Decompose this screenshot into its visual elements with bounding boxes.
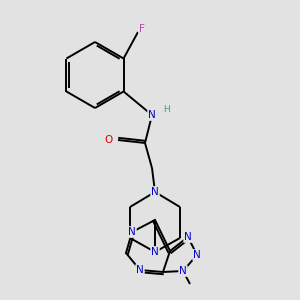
Text: H: H <box>163 104 170 113</box>
Text: N: N <box>151 187 159 197</box>
Text: F: F <box>139 24 145 34</box>
Text: O: O <box>105 135 113 145</box>
Text: N: N <box>193 250 201 260</box>
Text: N: N <box>136 265 144 275</box>
Text: N: N <box>148 110 156 120</box>
Text: N: N <box>128 227 136 237</box>
Text: N: N <box>184 232 192 242</box>
Text: N: N <box>151 247 159 257</box>
Text: N: N <box>179 266 187 276</box>
